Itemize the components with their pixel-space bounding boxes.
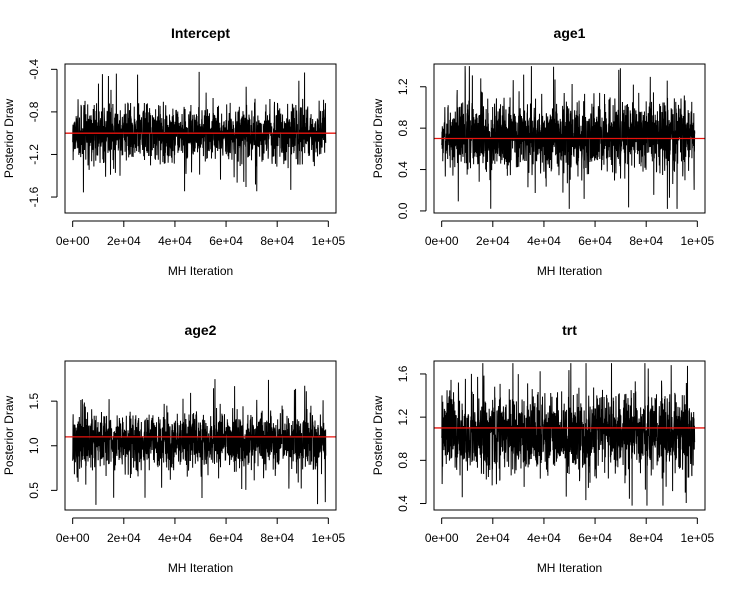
plot-frame	[433, 63, 706, 214]
trace-line	[441, 363, 696, 506]
y-tick-label: 0.5	[27, 482, 41, 499]
y-tick-label: -0.4	[27, 59, 41, 80]
x-tick-label: 6e+04	[578, 531, 612, 545]
x-tick-label: 2e+04	[476, 531, 510, 545]
y-tick-label: 1.2	[396, 408, 410, 425]
y-axis-label: Posterior Draw	[2, 395, 16, 475]
x-tick-label: 8e+04	[260, 531, 294, 545]
x-axis-label: MH Iteration	[168, 264, 233, 278]
y-tick-label: -1.6	[27, 186, 41, 207]
y-axis-label: Posterior Draw	[2, 98, 16, 178]
x-tick-label: 6e+04	[578, 234, 612, 248]
trace-panel-1: Intercept 0e+00 2e+04 4e+04 6e+04 8e+04 1e+05 M…	[2, 25, 346, 278]
y-tick-label: 1.6	[396, 365, 410, 382]
trace-line	[72, 71, 327, 193]
panel-title: age2	[185, 322, 217, 338]
y-axis-label: Posterior Draw	[371, 98, 385, 178]
y-tick-label: -0.8	[27, 101, 41, 122]
y-tick-label: 1.5	[27, 392, 41, 409]
y-tick-label: 0.4	[396, 495, 410, 512]
panel-title: Intercept	[171, 25, 230, 41]
y-tick-label: 1.2	[396, 78, 410, 95]
y-tick-label: -1.2	[27, 144, 41, 165]
x-tick-label: 2e+04	[107, 234, 141, 248]
y-tick-label: 0.4	[396, 161, 410, 178]
x-tick-label: 4e+04	[527, 531, 561, 545]
trace-panel-2: age1 0e+00 2e+04 4e+04 6e+04 8e+04 1e+05 MH Ite…	[371, 25, 715, 278]
x-tick-label: 8e+04	[629, 531, 663, 545]
x-axis-label: MH Iteration	[168, 561, 233, 575]
x-tick-label: 6e+04	[209, 531, 243, 545]
panel-title: age1	[554, 25, 586, 41]
y-axis-label: Posterior Draw	[371, 395, 385, 475]
x-axis-label: MH Iteration	[537, 561, 602, 575]
plot-frame	[64, 63, 337, 214]
x-tick-label: 1e+05	[680, 234, 714, 248]
trace-panel-4: trt 0e+00 2e+04 4e+04 6e+04 8e+04 1e+05 MH Iter…	[371, 322, 715, 575]
plot-frame	[64, 360, 337, 511]
x-tick-label: 1e+05	[680, 531, 714, 545]
x-tick-label: 2e+04	[107, 531, 141, 545]
trace-line	[441, 66, 696, 209]
x-tick-label: 0e+00	[56, 531, 90, 545]
x-tick-label: 4e+04	[158, 234, 192, 248]
x-tick-label: 4e+04	[527, 234, 561, 248]
x-tick-label: 4e+04	[158, 531, 192, 545]
x-tick-label: 1e+05	[311, 234, 345, 248]
y-tick-label: 1.0	[27, 437, 41, 454]
x-tick-label: 0e+00	[425, 234, 459, 248]
x-tick-label: 8e+04	[629, 234, 663, 248]
x-tick-label: 6e+04	[209, 234, 243, 248]
x-tick-label: 0e+00	[56, 234, 90, 248]
x-tick-label: 2e+04	[476, 234, 510, 248]
y-tick-label: 0.8	[396, 452, 410, 469]
trace-panel-3: age2 0e+00 2e+04 4e+04 6e+04 8e+04 1e+05 MH Ite…	[2, 322, 346, 575]
x-tick-label: 0e+00	[425, 531, 459, 545]
y-tick-label: 0.0	[396, 202, 410, 219]
plot-frame	[433, 360, 706, 511]
panel-title: trt	[562, 322, 577, 338]
x-tick-label: 1e+05	[311, 531, 345, 545]
x-tick-label: 8e+04	[260, 234, 294, 248]
x-axis-label: MH Iteration	[537, 264, 602, 278]
y-tick-label: 0.8	[396, 119, 410, 136]
trace-line	[72, 379, 327, 505]
